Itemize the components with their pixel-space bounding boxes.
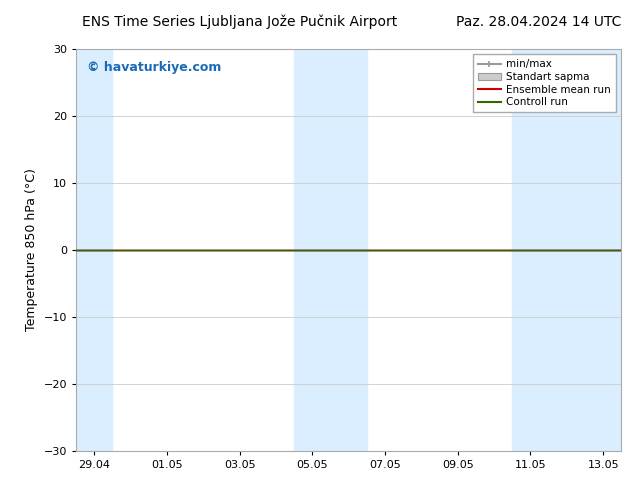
Text: Paz. 28.04.2024 14 UTC: Paz. 28.04.2024 14 UTC [456,15,621,29]
Bar [512,49,621,451]
Y-axis label: Temperature 850 hPa (°C): Temperature 850 hPa (°C) [25,169,38,331]
Text: © havaturkiye.com: © havaturkiye.com [87,61,221,74]
Legend: min/max, Standart sapma, Ensemble mean run, Controll run: min/max, Standart sapma, Ensemble mean r… [473,54,616,112]
Bar [294,49,367,451]
Bar [76,49,112,451]
Text: ENS Time Series Ljubljana Jože Pučnik Airport: ENS Time Series Ljubljana Jože Pučnik Ai… [82,15,398,29]
